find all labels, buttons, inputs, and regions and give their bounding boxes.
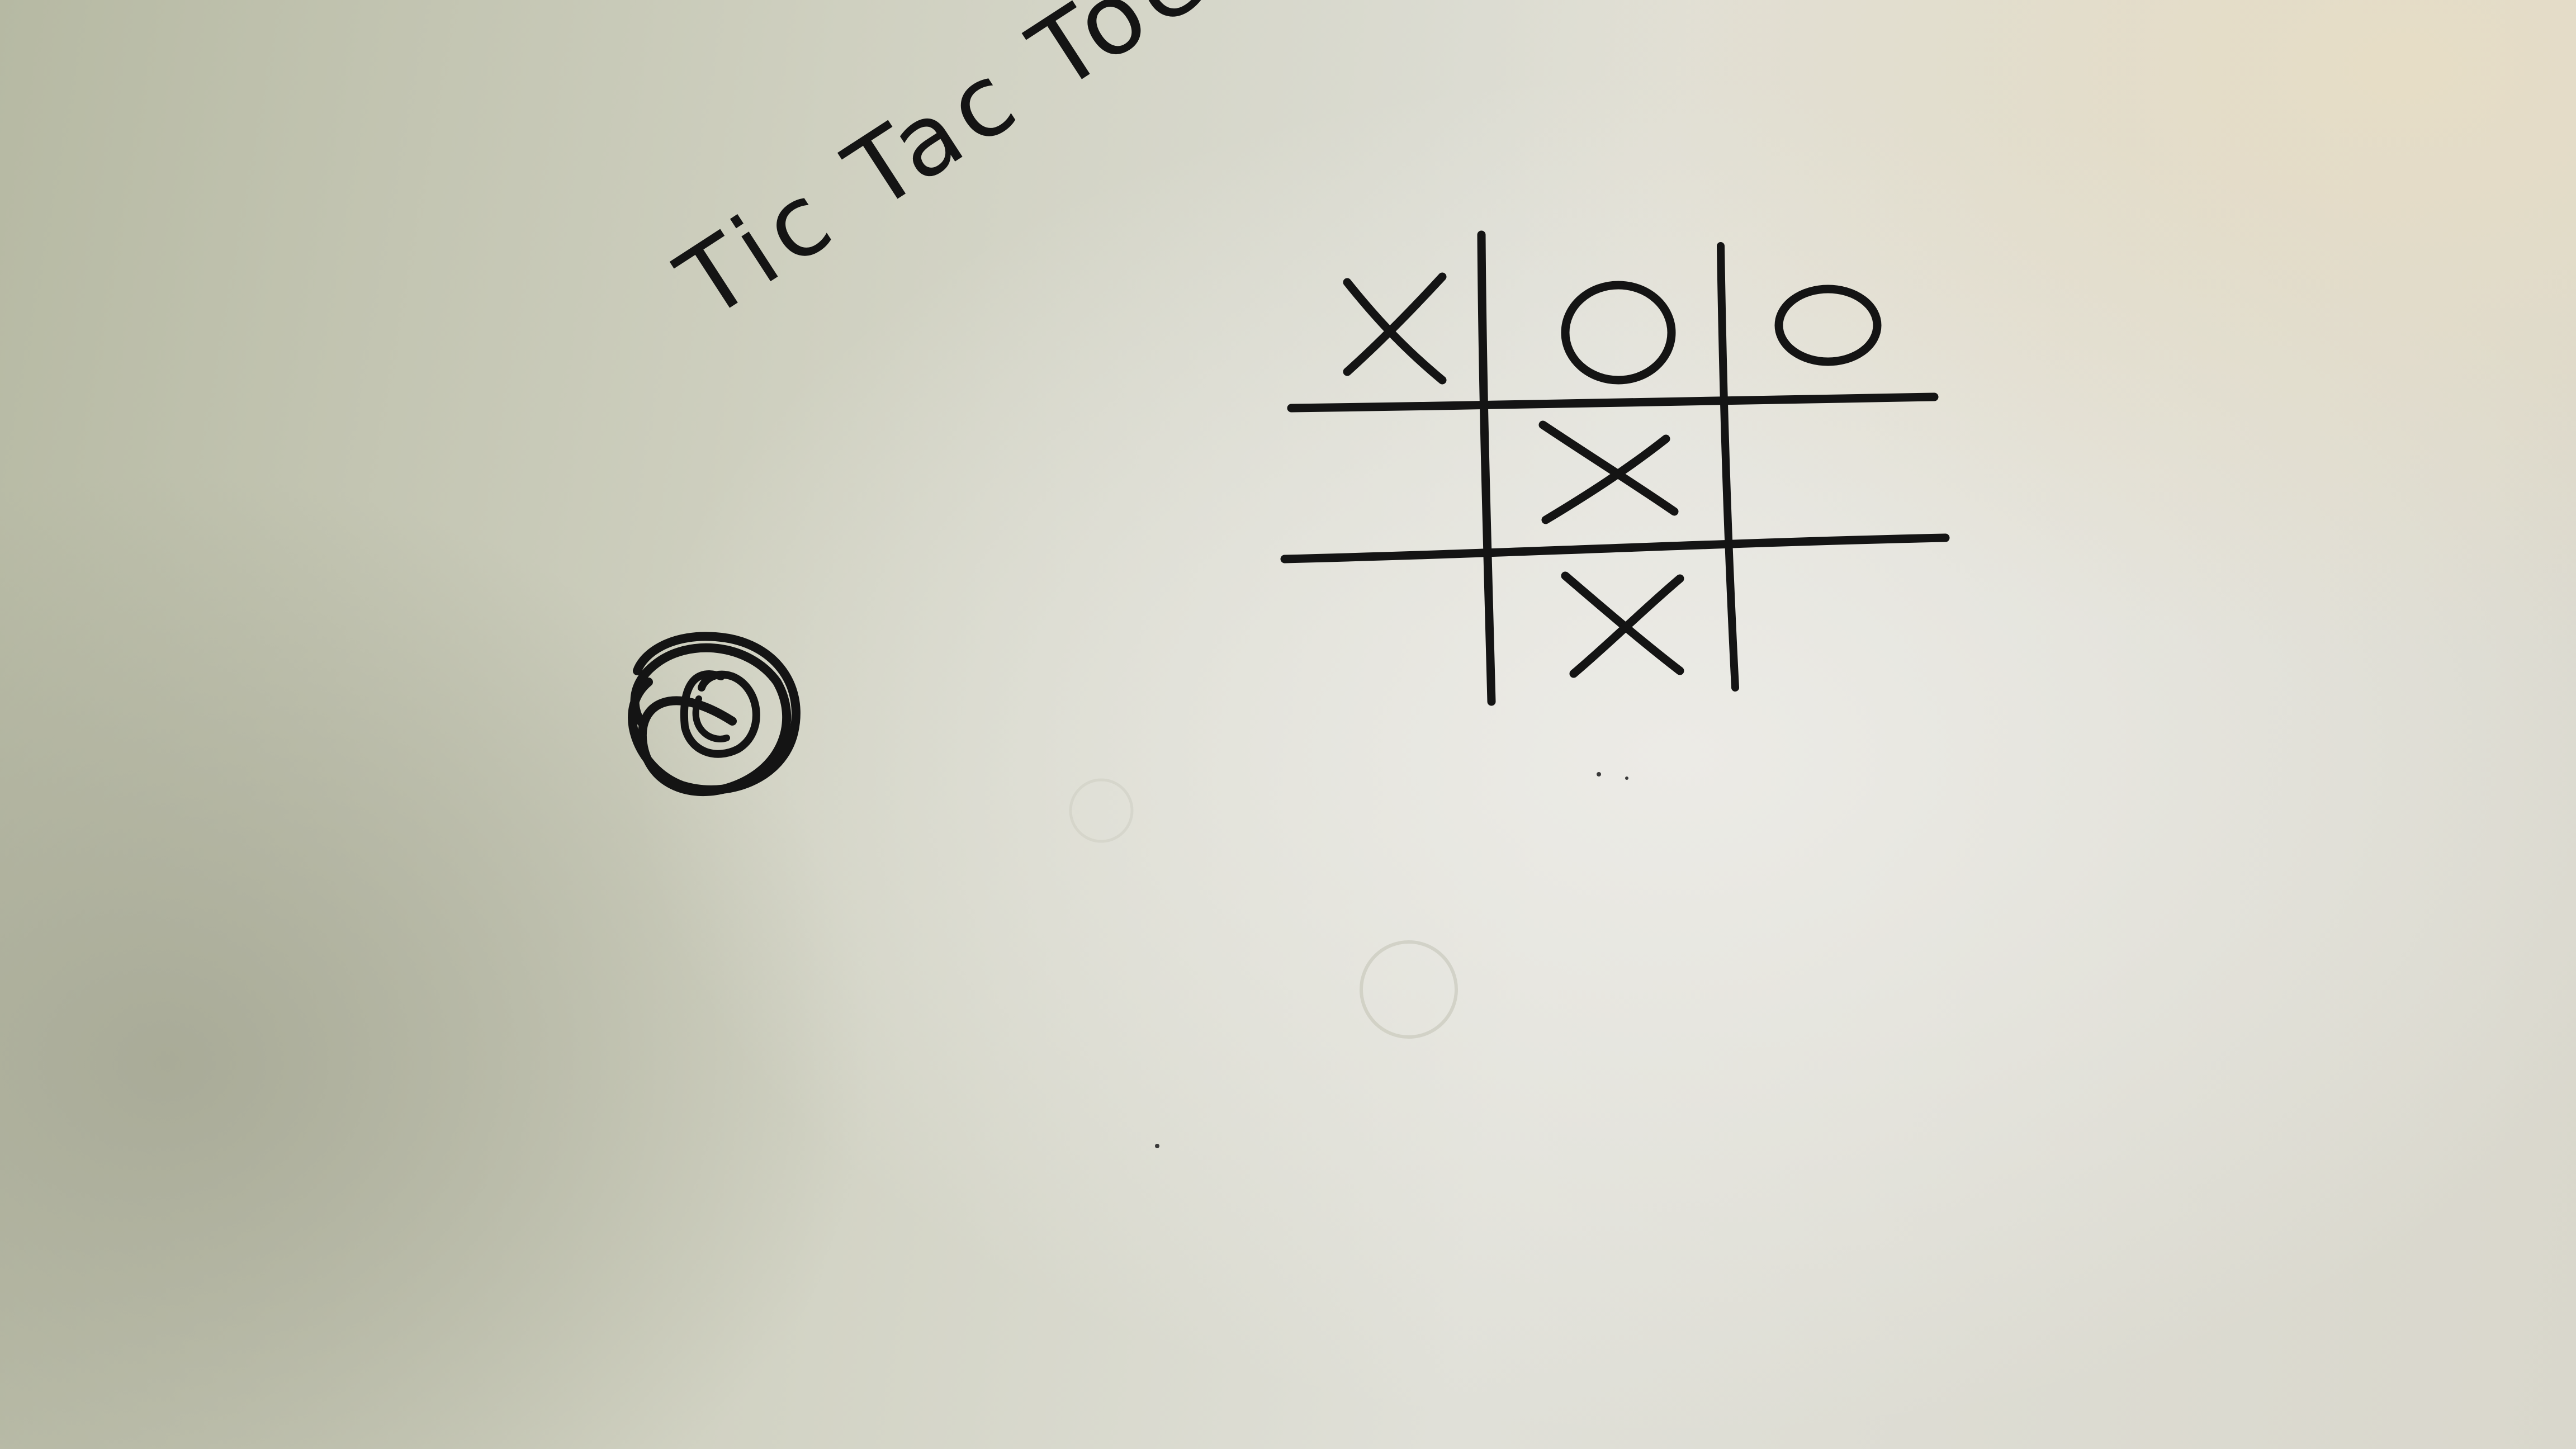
ink-speck <box>1625 776 1628 780</box>
cell-1-1-x <box>1343 272 1447 385</box>
tic-tac-toe-grid <box>1280 230 1950 706</box>
paper-emboss <box>1360 940 1458 1039</box>
spiral-doodle <box>628 632 801 797</box>
cell-1-2-o <box>1561 281 1676 385</box>
cell-3-2-x <box>1561 571 1684 678</box>
ink-speck <box>1155 1144 1159 1148</box>
cell-1-3-o <box>1774 285 1882 366</box>
ink-speck <box>1597 772 1601 776</box>
paper-emboss <box>1069 778 1134 843</box>
cell-2-2-x <box>1538 420 1679 524</box>
